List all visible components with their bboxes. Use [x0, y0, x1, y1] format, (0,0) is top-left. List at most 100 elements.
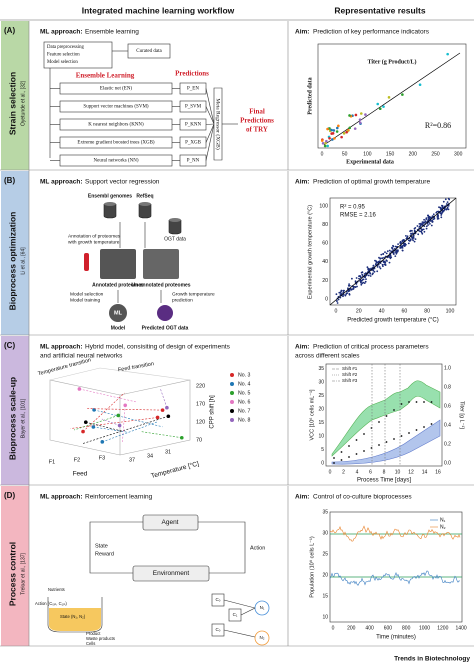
obs-dot	[393, 409, 395, 411]
dot	[358, 277, 360, 280]
label: Predictions	[175, 70, 209, 78]
dot	[348, 283, 350, 285]
dot	[391, 247, 394, 250]
n-node	[254, 630, 270, 646]
y-tick-label: 15	[322, 593, 328, 599]
obs-dot	[355, 439, 358, 441]
y2-tick-label: 1.0	[444, 365, 451, 371]
legend-label: No. 5	[238, 390, 251, 396]
dot	[331, 132, 335, 135]
label: Curated data	[136, 49, 162, 54]
dot	[372, 264, 375, 267]
dot	[381, 263, 384, 266]
design-point	[77, 387, 82, 391]
label: 31	[165, 449, 171, 455]
footer: Trends in Biotechnology	[394, 656, 470, 663]
header-bg	[0, 0, 474, 20]
x-tick-label: 100	[363, 151, 372, 157]
label: with growth temperature	[68, 239, 120, 245]
cube	[49, 367, 191, 381]
dot	[430, 224, 433, 227]
dot	[333, 137, 336, 140]
fit-line	[323, 52, 461, 146]
label: Support vector regression	[85, 179, 160, 186]
dot	[442, 200, 445, 203]
dot	[352, 285, 355, 288]
label: Cells	[86, 641, 95, 646]
dot	[423, 221, 426, 224]
legend-label: No. 4	[238, 381, 251, 387]
dot	[348, 126, 352, 130]
label: Experimental data	[346, 159, 394, 165]
dot	[326, 127, 329, 131]
label: F1	[49, 459, 55, 465]
dot	[429, 223, 431, 225]
dot	[409, 230, 411, 233]
dot	[447, 197, 450, 200]
label: Support vector machines (SVM)	[83, 105, 148, 110]
label: Model selection	[47, 60, 78, 65]
dot	[358, 121, 362, 124]
label: R² = 0.95	[340, 205, 366, 211]
dot	[371, 273, 374, 276]
y-tick-label: 10	[318, 433, 324, 439]
y2-tick-label: 0.0	[444, 460, 451, 466]
dot	[384, 251, 386, 254]
dot	[352, 287, 355, 290]
dot	[380, 253, 383, 256]
dot	[423, 218, 425, 221]
dot	[372, 269, 375, 272]
db-icon	[168, 220, 182, 235]
side-band	[1, 336, 29, 485]
dot	[405, 235, 407, 237]
shape	[213, 87, 223, 161]
connector	[205, 123, 215, 161]
dot	[414, 238, 417, 241]
dot	[386, 250, 389, 253]
label: Titer [g L⁻¹]	[459, 401, 465, 429]
dot	[360, 271, 363, 274]
panel-letter: (A)	[4, 26, 15, 35]
dot	[445, 203, 448, 205]
dot	[383, 256, 385, 259]
label: Ensembl genomes	[88, 193, 132, 199]
y-tick-label: 5	[321, 447, 324, 453]
obs-dot	[333, 462, 335, 464]
y-tick-label: 20	[322, 572, 328, 578]
dot	[417, 233, 420, 236]
dot	[323, 144, 327, 148]
dot	[382, 265, 384, 268]
arrow	[223, 599, 256, 638]
dot	[321, 141, 325, 145]
design-point	[160, 408, 165, 412]
side-ref: Oyetunde et al., [32]	[20, 80, 26, 126]
dot	[444, 198, 447, 201]
label: F2	[74, 457, 80, 463]
legend-label: Shift #3	[342, 378, 358, 383]
dot	[328, 136, 331, 140]
x-tick-label: 200	[347, 625, 356, 631]
label: prediction	[172, 297, 193, 303]
label: Predicted data	[307, 77, 313, 114]
design-point	[155, 415, 160, 420]
obs-dot	[355, 453, 358, 455]
label: Action	[250, 545, 265, 551]
label: RefSeq	[136, 193, 153, 199]
dot	[356, 285, 358, 288]
y-tick-label: 20	[322, 278, 328, 284]
side-ref: Bayer et al., [101]	[20, 398, 26, 438]
obs-dot	[400, 435, 403, 437]
obs-dot	[385, 441, 388, 443]
plot-frame	[329, 511, 463, 623]
obs-dot	[393, 438, 395, 440]
legend-label: Shift #1	[342, 366, 358, 371]
approach-label: ML approach:	[40, 344, 83, 351]
dot	[388, 261, 391, 264]
side-title: Process control	[7, 542, 17, 606]
dot	[358, 118, 362, 121]
side-title: Bioprocess optimization	[7, 212, 17, 311]
label: VCC [10⁶ cells mL⁻¹]	[308, 389, 315, 440]
dot	[413, 240, 416, 243]
dot	[359, 280, 362, 283]
dot	[345, 130, 348, 134]
